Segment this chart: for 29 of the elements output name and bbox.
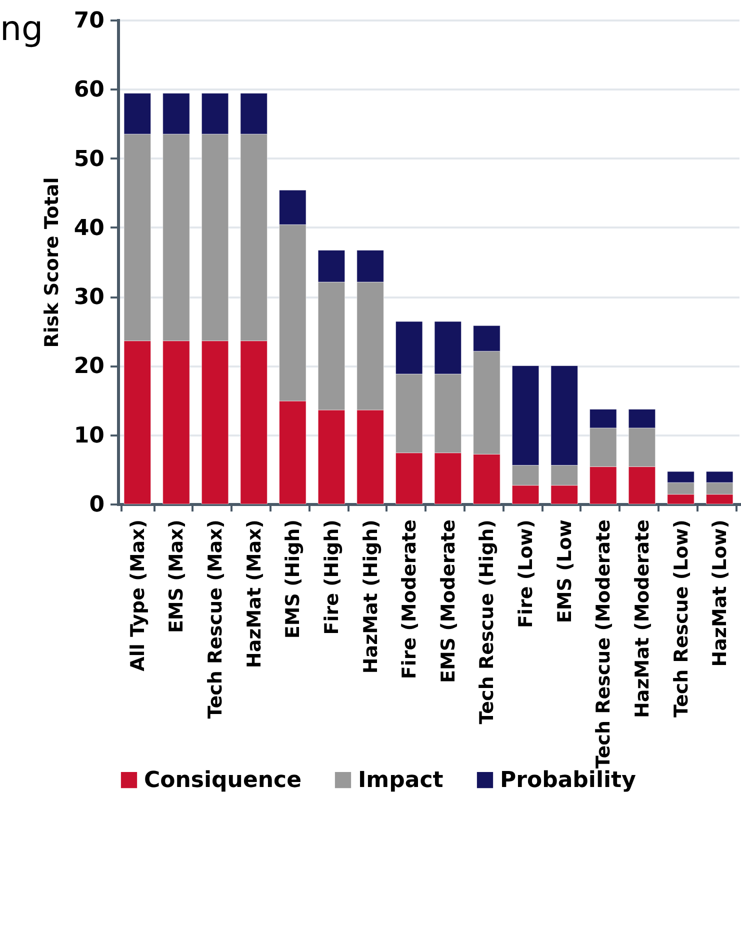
x-tick-label: EMS (Max) [166, 520, 188, 634]
x-tick-label: Fire (High) [320, 520, 343, 635]
y-tick-label: 20 [74, 354, 104, 380]
x-tick-label: HazMat (Max) [243, 520, 266, 668]
y-tick-label: 40 [74, 216, 104, 241]
x-tick-label: Tech Rescue (Low) [670, 520, 692, 718]
chart-title: ng [0, 9, 44, 49]
y-tick-label: 60 [74, 78, 104, 103]
x-tick-label: Tech Rescue (High) [476, 520, 498, 724]
y-tick-label: 70 [74, 8, 104, 34]
x-tick-label: EMS (High) [282, 520, 304, 639]
x-tick-label: EMS (Moderate [437, 520, 460, 683]
x-tick-label: HazMat (Moderate [631, 520, 654, 718]
x-tick-label: Fire (Low) [515, 520, 538, 628]
legend-label: Probability [500, 768, 636, 793]
y-axis-title: Risk Score Total [40, 177, 63, 348]
y-tick-label: 30 [74, 285, 104, 310]
x-tick-label: HazMat (Low) [709, 520, 732, 667]
x-tick-label: Tech Rescue (Max) [204, 520, 227, 719]
y-tick-label: 50 [74, 146, 104, 172]
x-tick-label: Fire (Moderate [398, 520, 421, 680]
y-tick-label: 0 [89, 492, 104, 518]
y-tick-label: 10 [74, 423, 104, 448]
legend-label: Impact [358, 768, 444, 793]
legend-label: Consiquence [144, 768, 302, 793]
x-tick-label: All Type (Max) [126, 520, 149, 672]
x-tick-label: Tech Rescue (Moderate [592, 520, 615, 769]
x-tick-label: HazMat (High) [360, 520, 382, 674]
x-tick-label: EMS (Low [554, 520, 576, 624]
